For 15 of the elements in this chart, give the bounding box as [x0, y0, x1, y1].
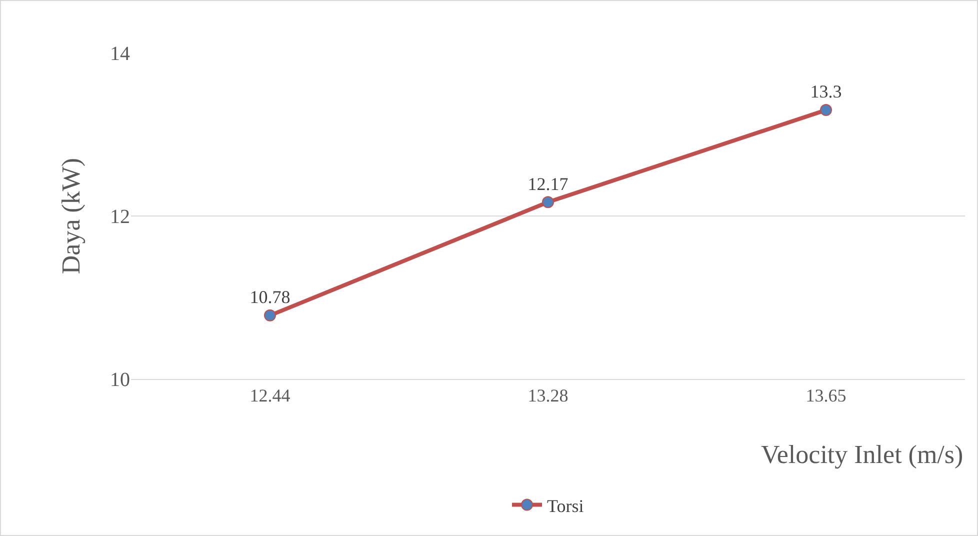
x-tick-label: 13.28	[528, 386, 568, 406]
y-tick-label: 14	[110, 43, 130, 65]
x-tick-label: 13.65	[806, 386, 846, 406]
y-tick-label: 10	[110, 369, 130, 391]
data-label: 12.17	[528, 174, 568, 194]
legend-label: Torsi	[547, 496, 584, 516]
y-axis-title: Daya (kW)	[56, 158, 86, 274]
point	[820, 104, 832, 116]
data-label: 13.3	[810, 82, 842, 102]
x-axis-title: Velocity Inlet (m/s)	[761, 440, 964, 469]
point	[542, 196, 554, 208]
x-tick-label: 12.44	[250, 386, 290, 406]
y-tick-label: 12	[110, 206, 130, 228]
point	[264, 309, 276, 322]
data-label: 10.78	[250, 287, 290, 308]
